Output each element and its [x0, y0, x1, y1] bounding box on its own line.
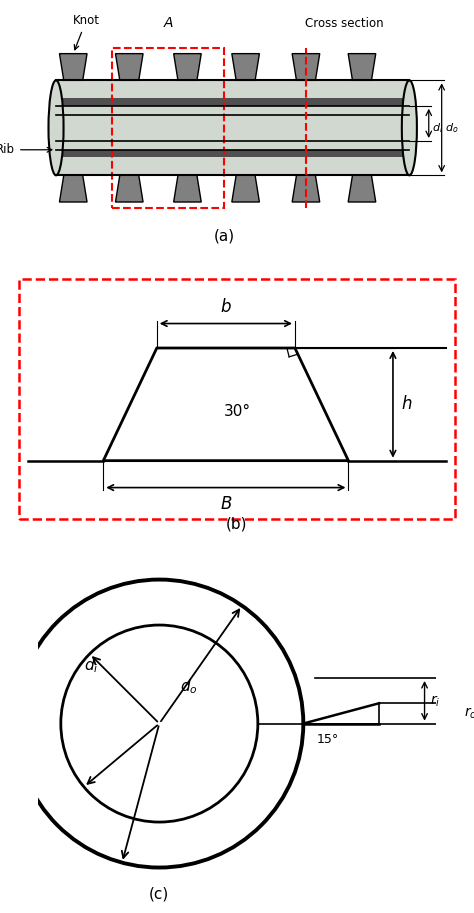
Text: (b): (b) — [226, 517, 248, 531]
Text: (c): (c) — [149, 887, 169, 902]
Polygon shape — [59, 54, 87, 80]
Polygon shape — [116, 54, 143, 80]
Polygon shape — [59, 175, 87, 202]
Text: B: B — [220, 495, 231, 513]
Text: A: A — [164, 16, 173, 30]
Text: $d_o$: $d_o$ — [445, 121, 458, 135]
Polygon shape — [173, 54, 201, 80]
Polygon shape — [348, 54, 376, 80]
Polygon shape — [292, 175, 320, 202]
Bar — [56, 80, 410, 175]
Polygon shape — [232, 175, 259, 202]
Text: $r_i$: $r_i$ — [430, 693, 441, 708]
Polygon shape — [348, 175, 376, 202]
Bar — [18, 279, 456, 519]
Ellipse shape — [402, 80, 417, 175]
Bar — [112, 47, 224, 208]
Text: Knot: Knot — [73, 14, 100, 49]
Text: 15°: 15° — [317, 733, 339, 746]
Text: Cross section: Cross section — [305, 17, 384, 30]
Bar — [56, 99, 410, 106]
Ellipse shape — [48, 80, 64, 175]
Text: $d_i$: $d_i$ — [432, 121, 443, 135]
Polygon shape — [116, 175, 143, 202]
Text: (a): (a) — [213, 228, 235, 244]
Text: $d_i$: $d_i$ — [84, 656, 99, 676]
Text: Rib: Rib — [0, 143, 52, 156]
Text: $d_o$: $d_o$ — [180, 677, 198, 696]
Bar — [56, 150, 410, 157]
Polygon shape — [232, 54, 259, 80]
Polygon shape — [292, 54, 320, 80]
Polygon shape — [173, 175, 201, 202]
Text: 30°: 30° — [223, 404, 251, 419]
Text: b: b — [220, 299, 231, 316]
Text: h: h — [402, 395, 412, 414]
Text: $r_o$: $r_o$ — [465, 706, 474, 721]
